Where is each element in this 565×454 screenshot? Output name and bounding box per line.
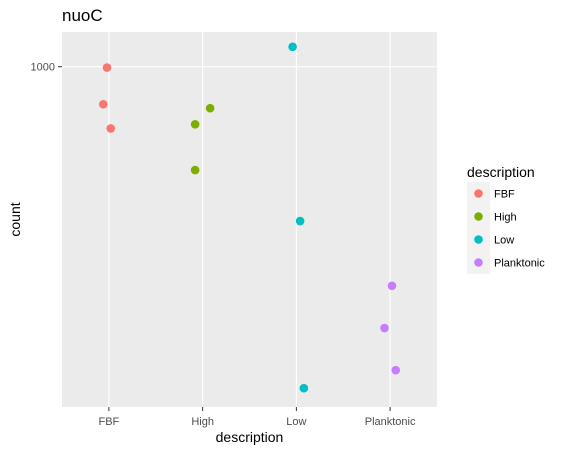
x-tick-label-planktonic: Planktonic [365, 416, 416, 428]
legend-marker-planktonic [474, 258, 483, 267]
y-axis-title: count [7, 202, 23, 236]
data-point-low-1 [288, 42, 297, 52]
y-axis-ticks: 1000 [31, 62, 62, 74]
data-point-planktonic-3 [391, 365, 401, 375]
plot-panel [62, 32, 437, 407]
data-point-high-2 [190, 120, 200, 129]
legend-title: description [467, 164, 535, 180]
data-point-fbf-3 [106, 124, 116, 133]
data-point-fbf-1 [102, 63, 112, 72]
legend-label-high: High [494, 212, 517, 224]
legend-label-low: Low [494, 235, 514, 247]
legend-marker-low [474, 235, 483, 244]
legend-label-planktonic: Planktonic [494, 258, 545, 270]
data-point-high-3 [190, 165, 200, 175]
x-axis-ticks: FBF High Low Planktonic [98, 407, 416, 428]
chart-title: nuoC [62, 6, 103, 25]
data-point-planktonic-2 [380, 323, 389, 333]
legend-marker-high [474, 212, 483, 221]
x-tick-label-low: Low [286, 416, 306, 428]
x-tick-label-high: High [191, 416, 214, 428]
legend-label-fbf: FBF [494, 189, 515, 201]
legend-marker-fbf [474, 189, 483, 198]
x-tick-label-fbf: FBF [98, 416, 119, 428]
data-point-low-2 [295, 216, 305, 226]
data-point-high-1 [205, 103, 215, 113]
data-point-low-3 [299, 383, 309, 393]
y-tick-label-1000: 1000 [31, 62, 55, 74]
data-points [98, 42, 401, 393]
x-axis-title: description [216, 429, 284, 445]
data-point-planktonic-1 [387, 281, 397, 291]
legend: description FBF High Low Planktonic [467, 164, 545, 274]
data-point-fbf-2 [98, 99, 108, 109]
